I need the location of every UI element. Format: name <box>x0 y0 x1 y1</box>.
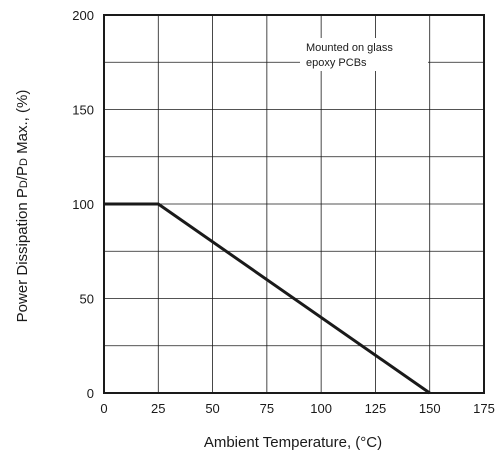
x-tick-label: 50 <box>205 401 219 416</box>
y-tick-label: 50 <box>80 292 94 307</box>
x-tick-label: 0 <box>100 401 107 416</box>
y-tick-label: 100 <box>72 197 94 212</box>
x-tick-label: 75 <box>260 401 274 416</box>
annotation-background <box>300 38 428 71</box>
x-axis-title: Ambient Temperature, (°C) <box>204 434 382 451</box>
annotation: Mounted on glass epoxy PCBs <box>300 38 428 71</box>
y-tick-label: 200 <box>72 8 94 23</box>
y-tick-label: 0 <box>87 386 94 401</box>
plot-frame <box>103 14 485 394</box>
annotation-line-2: epoxy PCBs <box>306 57 367 69</box>
x-tick-label: 25 <box>151 401 165 416</box>
x-tick-label: 125 <box>365 401 387 416</box>
x-tick-label: 150 <box>419 401 441 416</box>
y-tick-label: 150 <box>72 103 94 118</box>
annotation-line-1: Mounted on glass <box>306 42 393 54</box>
y-axis-title: Power Dissipation PD/PD Max., (%) <box>14 90 31 323</box>
y-axis-ticks: 0 50 100 150 200 <box>72 8 94 401</box>
grid-lines <box>104 15 484 393</box>
x-tick-label: 175 <box>473 401 495 416</box>
x-tick-label: 100 <box>310 401 332 416</box>
x-axis-ticks: 0 25 50 75 100 125 150 175 <box>100 401 494 416</box>
